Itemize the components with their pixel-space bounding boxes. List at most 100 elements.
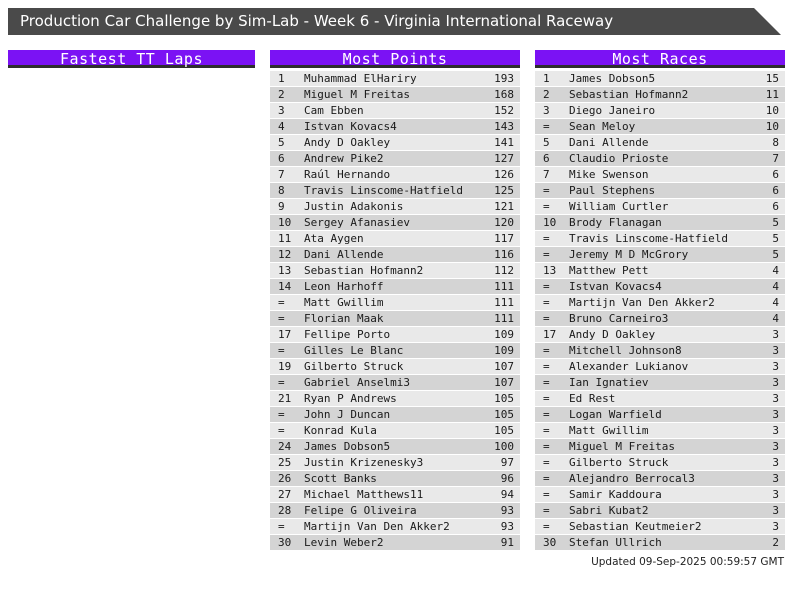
table-row: 7 Mike Swenson 6 [535,167,785,182]
table-row: = Gilles Le Blanc 109 [270,343,520,358]
value-cell: 4 [772,312,779,325]
value-cell: 5 [772,232,779,245]
name-cell: Brody Flanagan [569,216,662,229]
value-cell: 105 [494,424,514,437]
most-points-rows: 1 Muhammad ElHariry 193 2 Miguel M Freitas 16… [270,71,520,550]
table-row: 1 Muhammad ElHariry 193 [270,71,520,86]
table-row: 2 Miguel M Freitas 168 [270,87,520,102]
rank-cell: = [543,408,550,421]
name-cell: Matt Gwillim [569,424,649,437]
rank-cell: = [543,520,550,533]
rank-cell: 7 [278,168,285,181]
name-cell: Fellipe Porto [304,328,391,341]
table-row: = Konrad Kula 105 [270,423,520,438]
name-cell: Miguel M Freitas [569,440,675,453]
column-fastest-tt-laps: Fastest TT Laps [8,50,255,71]
rank-cell: = [543,360,550,373]
value-cell: 8 [772,136,779,149]
name-cell: Miguel M Freitas [304,88,410,101]
rank-cell: 7 [543,168,550,181]
name-cell: James Dobson5 [569,72,656,85]
value-cell: 193 [494,72,514,85]
name-cell: Sebastian Hofmann2 [569,88,689,101]
name-cell: Gilberto Struck [304,360,404,373]
table-row: = Bruno Carneiro3 4 [535,311,785,326]
rank-cell: 5 [543,136,550,149]
rank-cell: = [543,376,550,389]
table-row: = Ed Rest 3 [535,391,785,406]
rank-cell: 13 [543,264,557,277]
rank-cell: 1 [543,72,550,85]
rank-cell: 14 [278,280,292,293]
table-row: 10 Brody Flanagan 5 [535,215,785,230]
value-cell: 143 [494,120,514,133]
table-row: = Miguel M Freitas 3 [535,439,785,454]
value-cell: 4 [772,296,779,309]
table-row: = Jeremy M D McGrory 5 [535,247,785,262]
table-row: = Mitchell Johnson8 3 [535,343,785,358]
rank-cell: 13 [278,264,292,277]
value-cell: 141 [494,136,514,149]
value-cell: 117 [494,232,514,245]
value-cell: 6 [772,200,779,213]
rank-cell: 19 [278,360,292,373]
rank-cell: 6 [278,152,285,165]
value-cell: 109 [494,344,514,357]
table-row: 5 Dani Allende 8 [535,135,785,150]
value-cell: 2 [772,536,779,549]
rank-cell: 5 [278,136,285,149]
table-row: 1 James Dobson5 15 [535,71,785,86]
name-cell: Travis Linscome-Hatfield [569,232,728,245]
rank-cell: = [278,424,285,437]
table-row: 4 Istvan Kovacs4 143 [270,119,520,134]
rank-cell: = [543,344,550,357]
rank-cell: 10 [278,216,292,229]
name-cell: Matthew Pett [569,264,649,277]
table-row: = Matt Gwillim 3 [535,423,785,438]
value-cell: 3 [772,504,779,517]
rank-cell: 27 [278,488,292,501]
value-cell: 3 [772,328,779,341]
rank-cell: 3 [278,104,285,117]
name-cell: Ed Rest [569,392,616,405]
rank-cell: = [278,296,285,309]
column-header-fastest-tt-laps: Fastest TT Laps [8,50,255,68]
value-cell: 168 [494,88,514,101]
value-cell: 125 [494,184,514,197]
value-cell: 112 [494,264,514,277]
table-row: 27 Michael Matthews11 94 [270,487,520,502]
value-cell: 3 [772,392,779,405]
name-cell: Sergey Afanasiev [304,216,410,229]
value-cell: 3 [772,488,779,501]
rank-cell: 26 [278,472,292,485]
rank-cell: 8 [278,184,285,197]
value-cell: 111 [494,280,514,293]
name-cell: Cam Ebben [304,104,364,117]
name-cell: John J Duncan [304,408,391,421]
table-row: = Florian Maak 111 [270,311,520,326]
name-cell: Levin Weber2 [304,536,384,549]
value-cell: 6 [772,184,779,197]
value-cell: 94 [500,488,514,501]
name-cell: Justin Adakonis [304,200,404,213]
name-cell: Istvan Kovacs4 [304,120,397,133]
table-row: = Sebastian Keutmeier2 3 [535,519,785,534]
name-cell: Mike Swenson [569,168,649,181]
name-cell: Bruno Carneiro3 [569,312,669,325]
table-row: = Sabri Kubat2 3 [535,503,785,518]
value-cell: 93 [500,520,514,533]
name-cell: Konrad Kula [304,424,377,437]
rank-cell: 2 [278,88,285,101]
table-row: 21 Ryan P Andrews 105 [270,391,520,406]
name-cell: James Dobson5 [304,440,391,453]
value-cell: 91 [500,536,514,549]
name-cell: Logan Warfield [569,408,662,421]
table-row: 9 Justin Adakonis 121 [270,199,520,214]
name-cell: Gilles Le Blanc [304,344,404,357]
name-cell: Stefan Ullrich [569,536,662,549]
value-cell: 3 [772,408,779,421]
name-cell: Matt Gwillim [304,296,384,309]
rank-cell: = [543,456,550,469]
value-cell: 116 [494,248,514,261]
value-cell: 3 [772,456,779,469]
